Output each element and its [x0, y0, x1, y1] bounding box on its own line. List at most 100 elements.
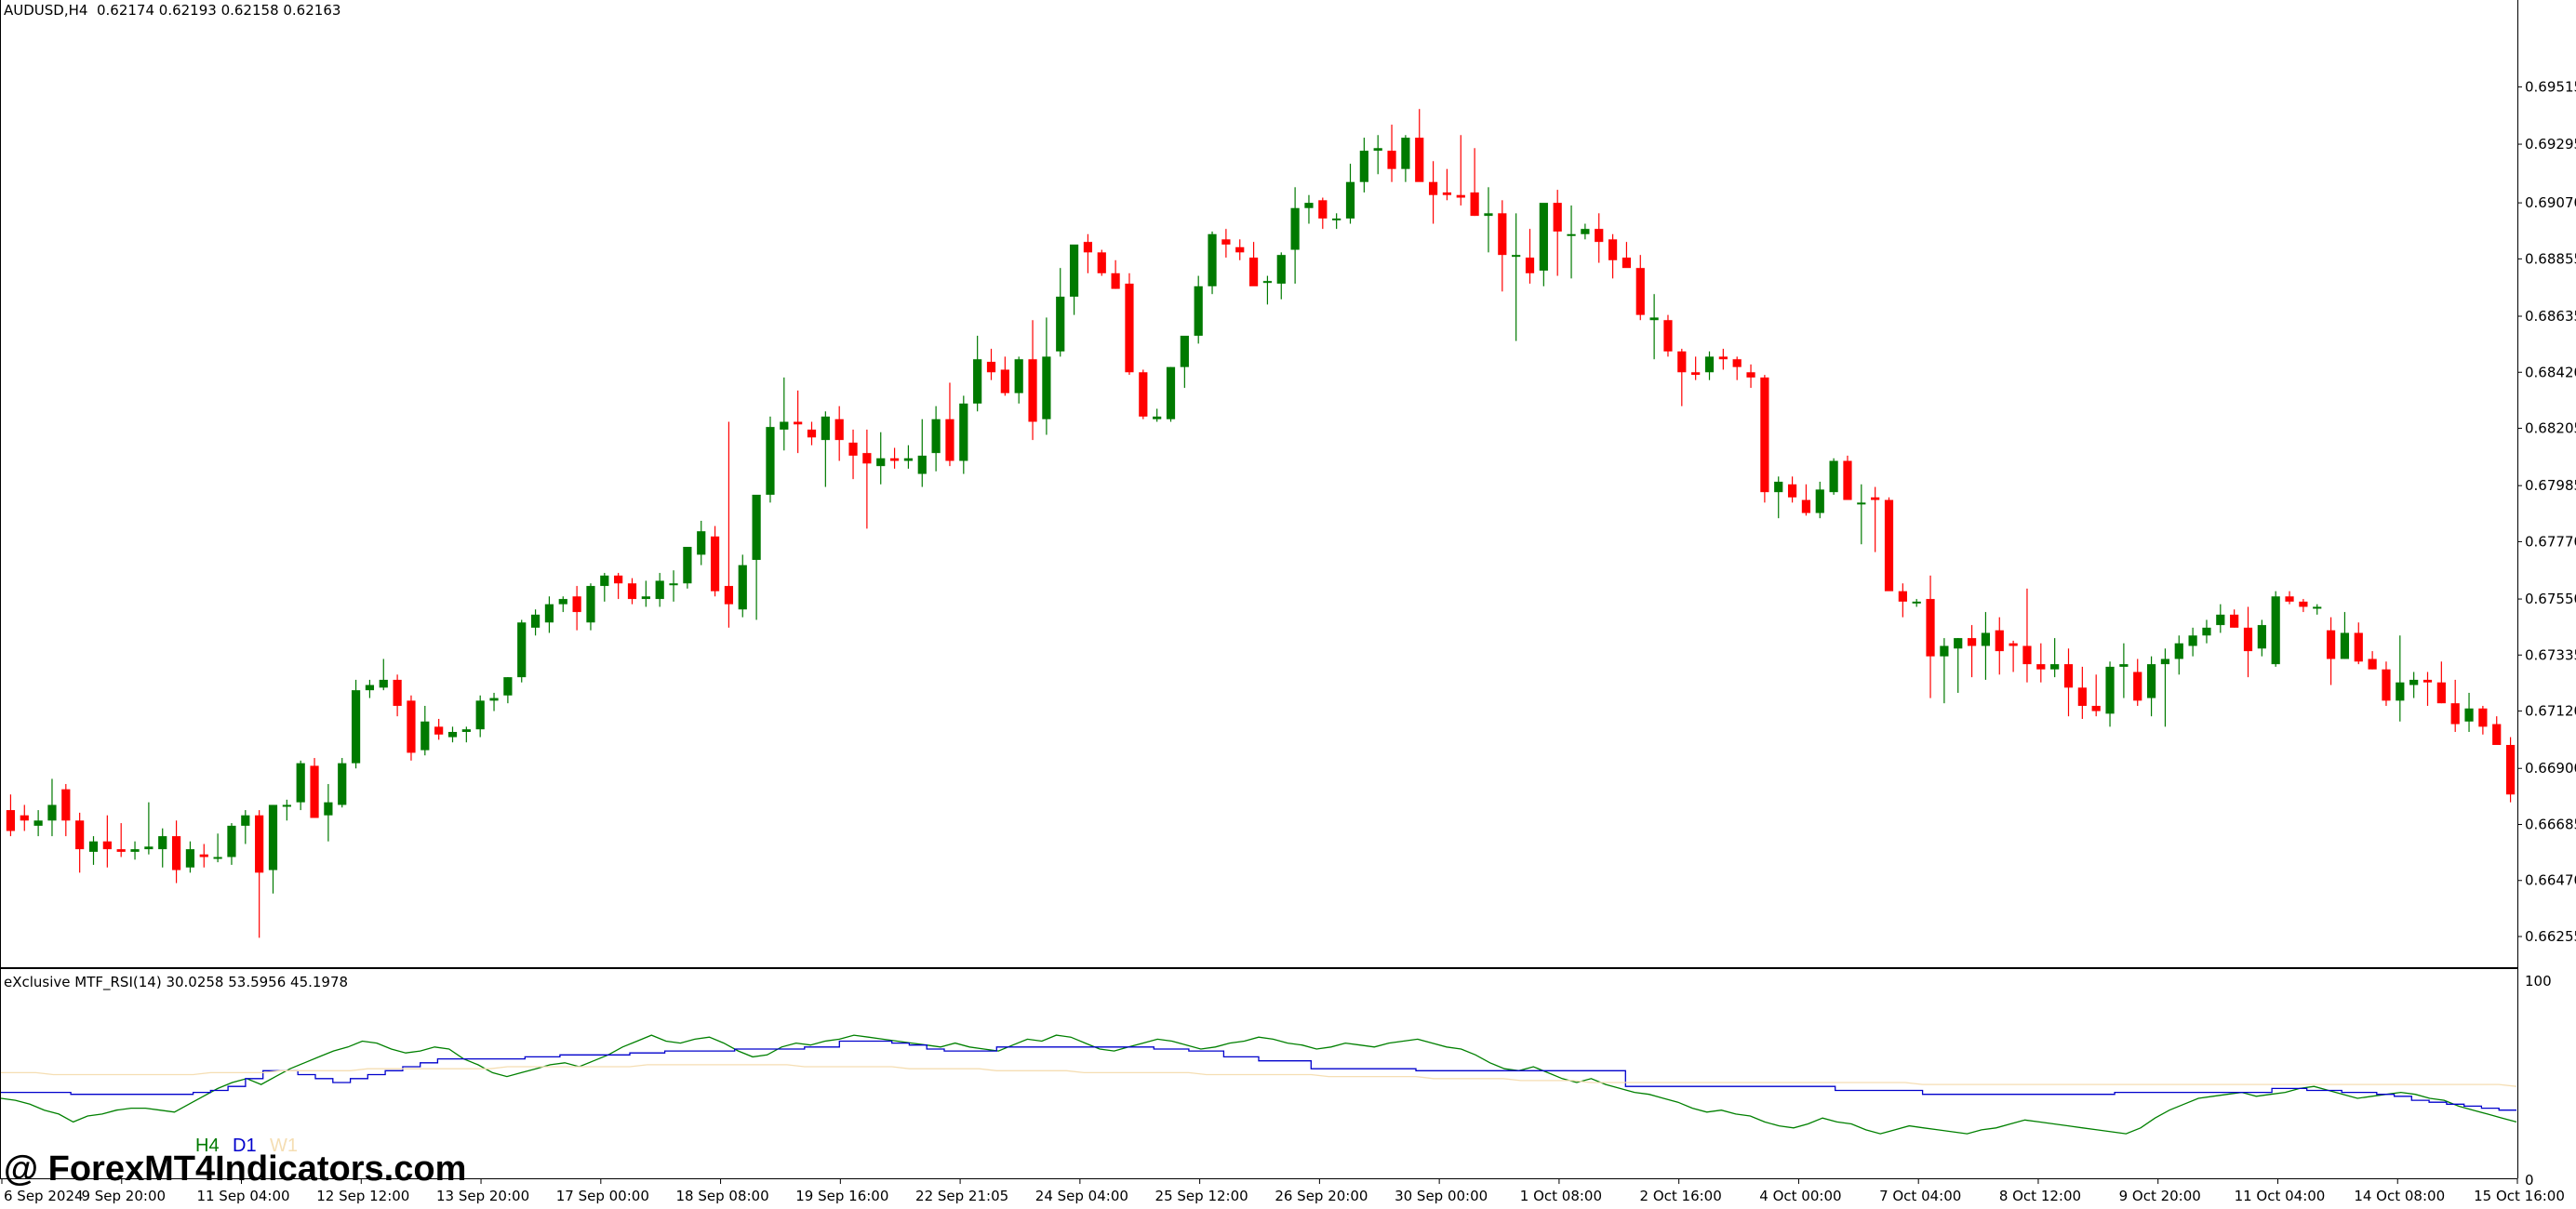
candle [614, 573, 623, 600]
time-tick-label: 7 Oct 04:00 [1879, 1188, 1961, 1204]
candle [393, 674, 402, 717]
candle [848, 429, 858, 480]
candle-body [1718, 356, 1728, 360]
candle [917, 418, 927, 487]
candle [710, 525, 720, 597]
candle [102, 815, 112, 868]
candlestick-series [6, 109, 2516, 938]
candle-body [1290, 207, 1300, 250]
candle [2050, 638, 2060, 678]
candle-body [1153, 416, 1162, 419]
candle-body [1248, 257, 1259, 286]
candle [2464, 692, 2474, 733]
candle [1926, 575, 1935, 698]
candle-body [1539, 203, 1548, 271]
candle-body [2423, 679, 2433, 683]
candle-body [33, 820, 43, 826]
candle-body [1954, 638, 1963, 649]
candle-body [1498, 213, 1507, 256]
candle-body [1649, 317, 1659, 321]
candle-body [1125, 283, 1134, 373]
candle-body [2464, 708, 2474, 722]
time-tick-label: 22 Sep 21:05 [915, 1188, 1008, 1204]
candle-body [1456, 194, 1465, 198]
price-tick-label: 0.69515 [2525, 78, 2576, 95]
candle [903, 445, 914, 469]
candle [627, 578, 637, 604]
candle [2105, 661, 2115, 727]
candle [489, 692, 499, 711]
candle-body [2257, 625, 2266, 649]
candle-body [503, 677, 513, 696]
candle [2436, 661, 2446, 704]
candle-body [2409, 679, 2419, 685]
candle [2382, 661, 2391, 706]
candle-body [227, 825, 236, 857]
price-tick-label: 0.67335 [2525, 646, 2576, 663]
time-tick-label: 11 Sep 04:00 [196, 1188, 289, 1204]
candle [1704, 351, 1715, 380]
candle [2271, 591, 2280, 667]
candle [807, 421, 817, 445]
candle [794, 390, 803, 454]
candle [1318, 197, 1328, 230]
candle-body [600, 575, 609, 587]
price-tick-label: 0.68205 [2525, 420, 2576, 437]
candle [2160, 648, 2170, 727]
candle [1801, 484, 1811, 516]
time-tick-label: 9 Oct 20:00 [2119, 1188, 2201, 1204]
candle-body [1345, 181, 1355, 219]
candle-body [2313, 606, 2322, 609]
candle-body [683, 547, 692, 584]
candle [1677, 349, 1687, 406]
candle [1954, 638, 1963, 693]
candle-body [1359, 151, 1368, 182]
candle [2174, 635, 2183, 675]
candle-body [1843, 460, 1852, 500]
candle [986, 349, 996, 380]
time-tick-label: 19 Sep 16:00 [795, 1188, 888, 1204]
candle [1649, 294, 1659, 360]
candle-body [1553, 203, 1562, 232]
candle [1553, 190, 1562, 276]
candle [2091, 674, 2101, 717]
candle-body [1815, 489, 1824, 513]
candle [61, 784, 71, 837]
candle-body [1760, 377, 1769, 493]
candle-body [241, 815, 250, 826]
candle-body [116, 849, 126, 852]
candle [1718, 349, 1728, 370]
candle [185, 841, 195, 873]
candle-body [2119, 664, 2129, 667]
candle [1111, 259, 1120, 289]
candle-body [1608, 239, 1618, 260]
candle-body [752, 494, 761, 561]
candle [241, 810, 250, 844]
candle [669, 570, 678, 602]
candle-body [917, 455, 927, 474]
candle-body [447, 732, 458, 737]
candle [1995, 617, 2004, 675]
candle-body [2105, 666, 2115, 714]
candle [213, 833, 222, 863]
candle [1774, 476, 1783, 519]
candle-body [1774, 481, 1783, 493]
time-tick-label: 8 Oct 12:00 [1999, 1188, 2081, 1204]
time-tick-label: 11 Oct 04:00 [2235, 1188, 2326, 1204]
candle [503, 677, 513, 704]
candle-body [738, 565, 747, 610]
legend-w1: W1 [270, 1136, 298, 1156]
candle [1166, 366, 1176, 422]
candle [2188, 627, 2197, 657]
candle-body [1111, 272, 1120, 289]
candle-body [144, 846, 153, 850]
candle-body [1221, 239, 1231, 245]
candle-body [1180, 336, 1189, 367]
candle-body [102, 841, 112, 850]
